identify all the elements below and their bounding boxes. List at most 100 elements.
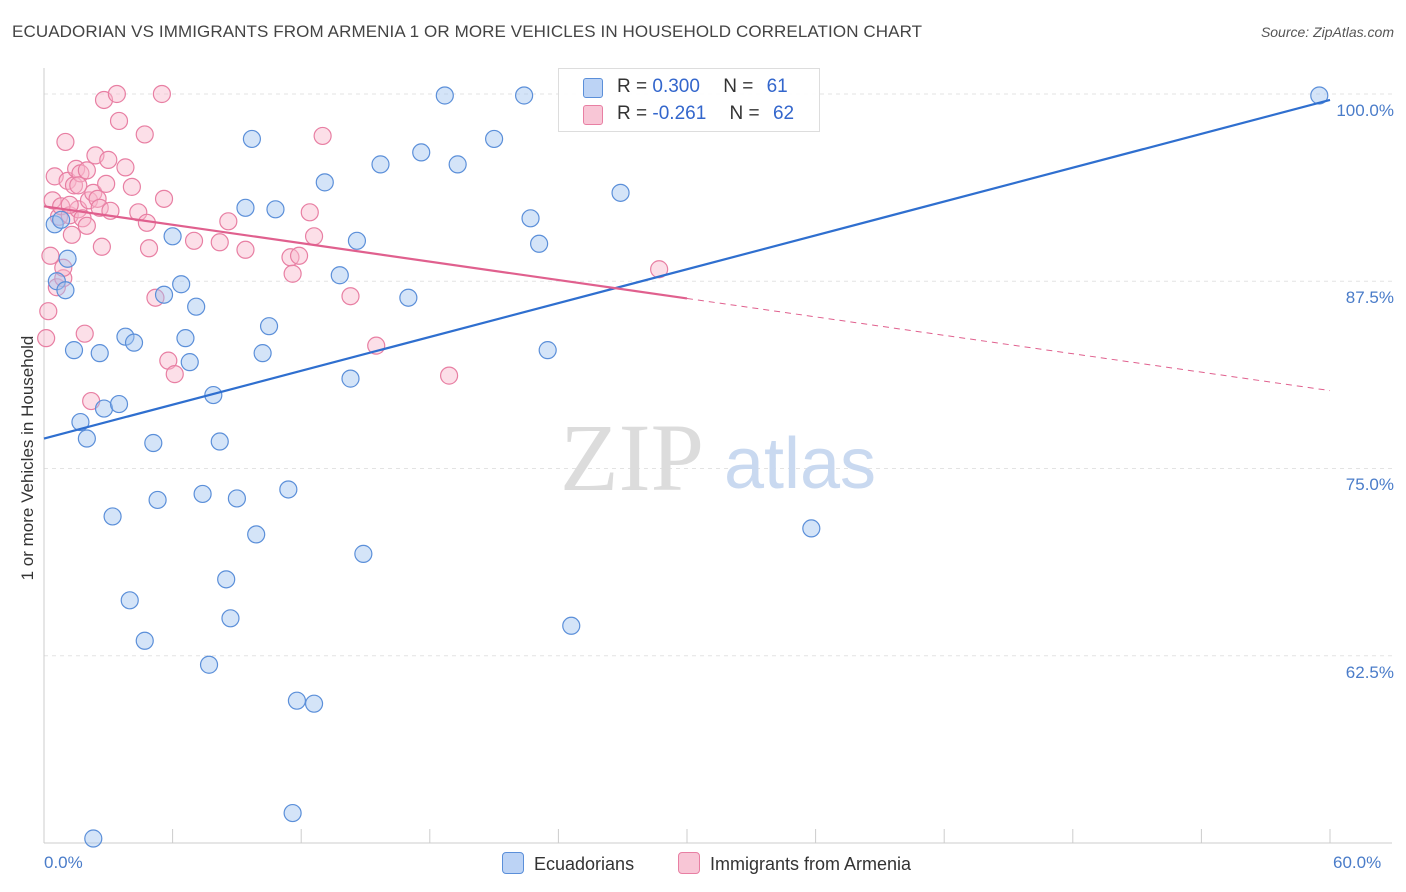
data-point bbox=[371, 155, 390, 174]
trend-lines bbox=[43, 98, 1331, 440]
data-point bbox=[650, 260, 669, 279]
data-point bbox=[77, 216, 96, 235]
data-point bbox=[439, 366, 459, 385]
axes bbox=[43, 68, 1392, 844]
data-point bbox=[289, 246, 309, 265]
data-point bbox=[172, 275, 191, 294]
data-point bbox=[266, 200, 285, 219]
data-point bbox=[39, 302, 58, 321]
data-point bbox=[1310, 86, 1329, 105]
data-point bbox=[154, 285, 174, 304]
data-point bbox=[92, 237, 111, 256]
data-point bbox=[242, 129, 262, 149]
data-point bbox=[180, 353, 199, 372]
data-point bbox=[84, 829, 103, 848]
data-point bbox=[330, 266, 349, 285]
data-point bbox=[77, 429, 96, 448]
data-point bbox=[75, 324, 94, 343]
data-point bbox=[152, 84, 171, 104]
data-point bbox=[99, 150, 118, 169]
bottom-legend-armenia: Immigrants from Armenia bbox=[678, 852, 911, 875]
legend-n-value: 62 bbox=[772, 103, 795, 124]
data-point bbox=[210, 233, 229, 252]
data-point bbox=[530, 234, 549, 253]
data-point bbox=[120, 591, 139, 610]
data-point bbox=[538, 341, 557, 360]
data-point bbox=[69, 176, 88, 195]
legend-n-label: N = bbox=[729, 103, 760, 124]
data-point bbox=[165, 365, 184, 384]
data-point bbox=[154, 189, 174, 208]
data-point bbox=[90, 198, 109, 217]
trend-line bbox=[43, 205, 688, 300]
data-point bbox=[283, 803, 302, 823]
chart-title: ECUADORIAN VS IMMIGRANTS FROM ARMENIA 1 … bbox=[12, 22, 923, 41]
data-point bbox=[283, 264, 302, 283]
data-point bbox=[90, 344, 109, 363]
data-point bbox=[109, 111, 129, 131]
data-point bbox=[64, 341, 84, 360]
y-tick-label: 100.0% bbox=[1336, 100, 1394, 120]
legend-r-label: R = bbox=[617, 76, 648, 97]
bottom-legend-ecuadorians: Ecuadorians bbox=[502, 852, 634, 875]
data-point bbox=[412, 143, 431, 162]
y-tick-label: 62.5% bbox=[1345, 662, 1394, 682]
data-point bbox=[485, 129, 504, 149]
data-point bbox=[399, 288, 418, 307]
trend-line-dashed bbox=[686, 297, 1331, 392]
data-point bbox=[176, 329, 195, 348]
data-point bbox=[184, 231, 204, 250]
data-point bbox=[341, 369, 360, 388]
legend-n-value: 61 bbox=[766, 76, 788, 97]
data-point bbox=[187, 297, 206, 316]
bottom-legend-label: Ecuadorians bbox=[534, 854, 635, 874]
data-point bbox=[219, 212, 238, 231]
watermark-atlas: atlas bbox=[724, 424, 876, 504]
data-point bbox=[315, 173, 334, 192]
data-point bbox=[116, 158, 135, 177]
armenia-points bbox=[37, 84, 669, 411]
legend-swatch-blue bbox=[583, 78, 603, 98]
data-point bbox=[435, 86, 454, 105]
source-label: Source: ZipAtlas.com bbox=[1260, 24, 1394, 40]
bottom-legend-label: Immigrants from Armenia bbox=[710, 854, 912, 874]
data-point bbox=[109, 394, 129, 414]
x-tick-max: 60.0% bbox=[1333, 853, 1382, 872]
data-point bbox=[56, 132, 75, 152]
data-point bbox=[236, 240, 255, 259]
y-tick-label: 75.0% bbox=[1345, 475, 1394, 495]
data-point bbox=[521, 209, 540, 228]
data-point bbox=[135, 631, 154, 650]
gridlines bbox=[44, 93, 1392, 657]
data-point bbox=[304, 227, 324, 246]
data-point bbox=[287, 691, 307, 710]
data-point bbox=[193, 484, 212, 504]
correlation-legend: R = 0.300 N = 61 R = -0.261 N = 62 bbox=[558, 68, 820, 132]
data-point bbox=[304, 694, 324, 713]
legend-n-label: N = bbox=[723, 76, 754, 97]
data-point bbox=[259, 317, 279, 336]
data-point bbox=[227, 489, 246, 508]
data-point bbox=[135, 125, 154, 144]
data-point bbox=[163, 227, 182, 246]
data-point bbox=[148, 490, 167, 510]
data-point bbox=[300, 203, 319, 222]
data-point bbox=[217, 570, 236, 589]
data-point bbox=[139, 239, 159, 258]
data-point bbox=[103, 507, 122, 526]
data-point bbox=[107, 84, 126, 104]
data-point bbox=[122, 177, 141, 196]
data-point bbox=[247, 525, 266, 544]
data-point bbox=[802, 519, 821, 538]
data-point bbox=[313, 126, 332, 146]
data-point bbox=[97, 174, 116, 193]
data-point bbox=[124, 333, 144, 352]
y-tick-label: 87.5% bbox=[1345, 288, 1394, 308]
watermark-zip: ZIP bbox=[560, 404, 704, 511]
data-point bbox=[448, 155, 467, 174]
bottom-swatch-pink bbox=[678, 852, 700, 874]
data-point bbox=[77, 161, 96, 180]
data-point bbox=[347, 231, 367, 250]
data-point bbox=[62, 225, 81, 244]
